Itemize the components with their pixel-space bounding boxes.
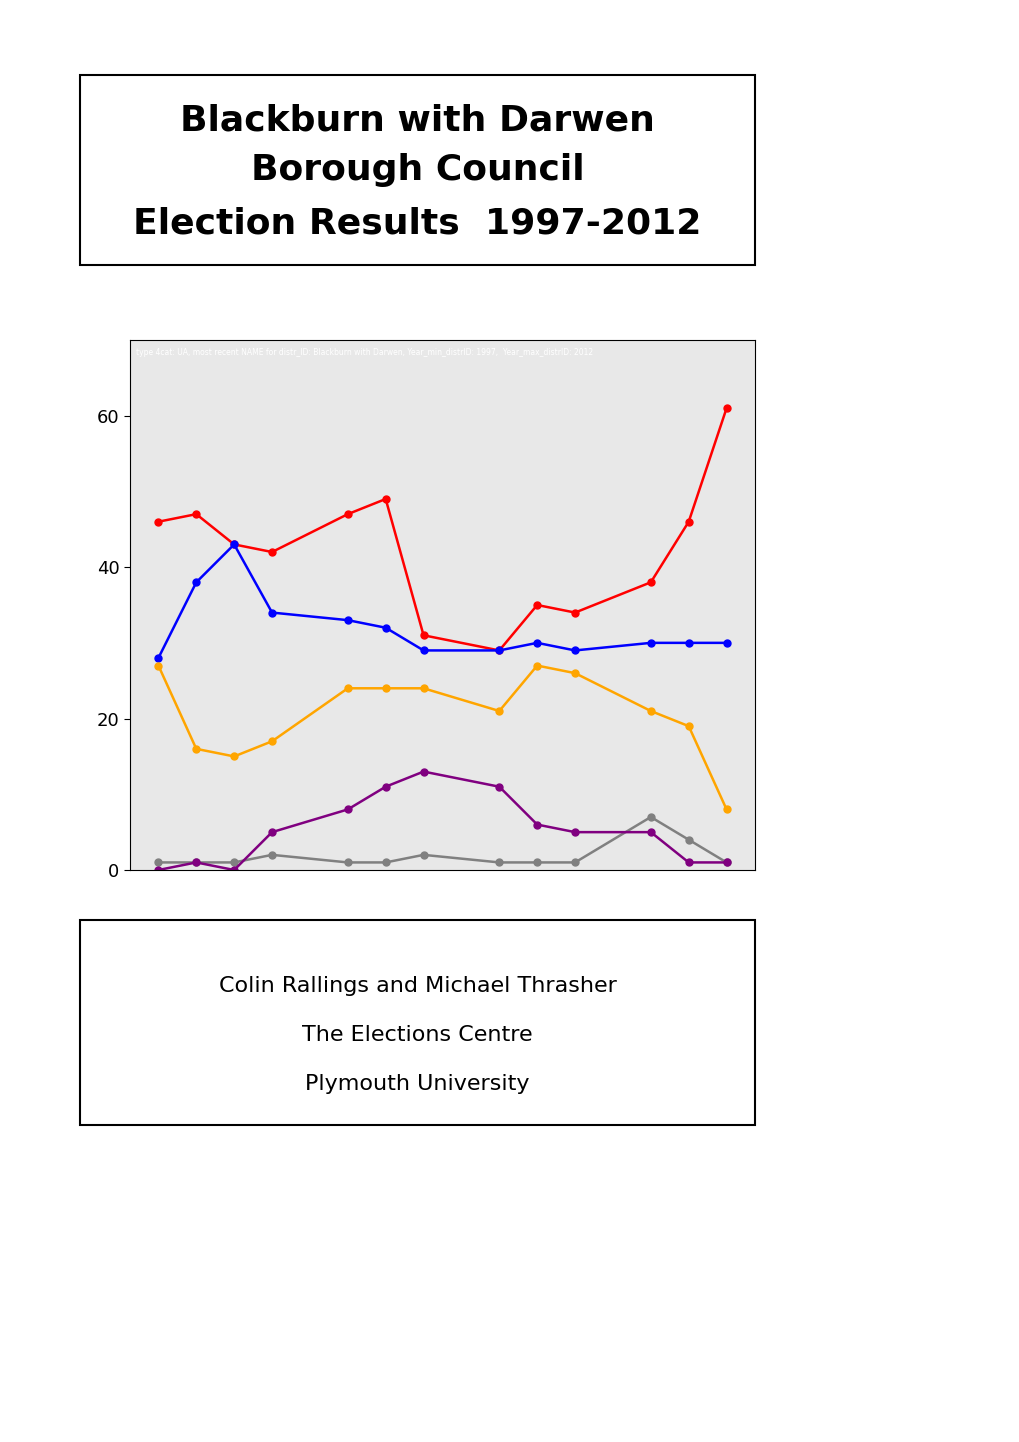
Text: Colin Rallings and Michael Thrasher: Colin Rallings and Michael Thrasher <box>218 976 615 995</box>
Text: Election Results  1997-2012: Election Results 1997-2012 <box>133 206 701 241</box>
Text: Plymouth University: Plymouth University <box>305 1074 529 1094</box>
FancyBboxPatch shape <box>79 920 754 1125</box>
Text: type 4cat: UA, most recent NAME for distr_ID: Blackburn with Darwen, Year_min_di: type 4cat: UA, most recent NAME for dist… <box>137 348 593 358</box>
Text: Blackburn with Darwen: Blackburn with Darwen <box>180 104 654 137</box>
Text: The Elections Centre: The Elections Centre <box>302 1025 532 1045</box>
FancyBboxPatch shape <box>79 75 754 265</box>
Text: Borough Council: Borough Council <box>251 153 584 187</box>
